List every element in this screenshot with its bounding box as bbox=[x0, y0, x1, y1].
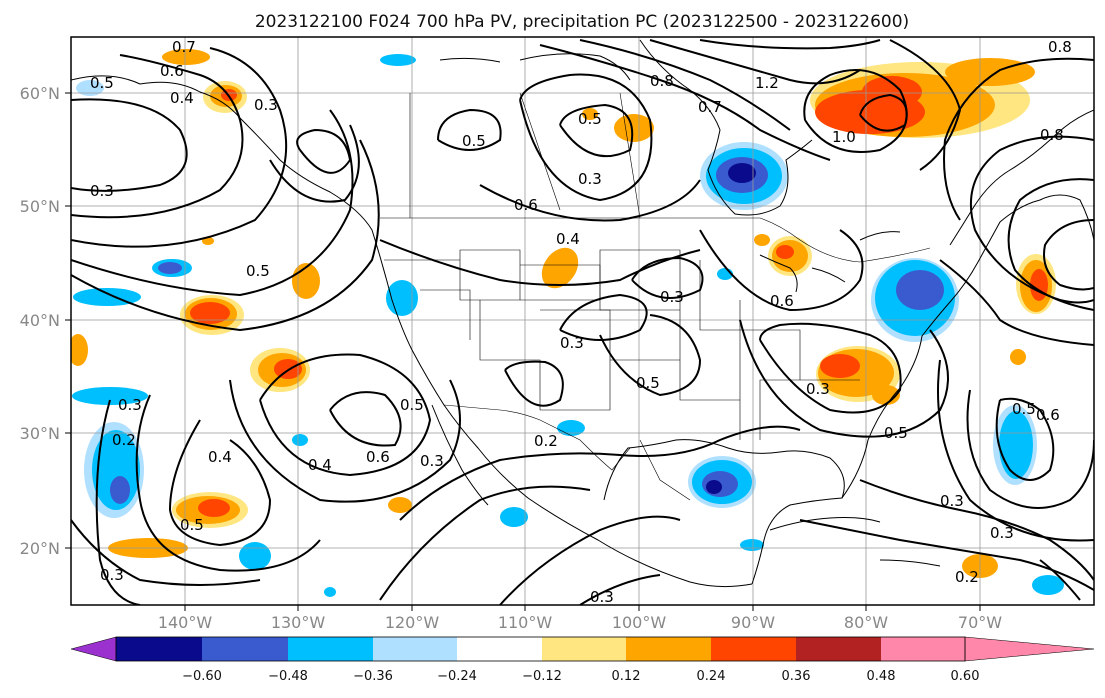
colorbar-segment bbox=[881, 637, 965, 661]
colorbar-segment bbox=[964, 636, 1095, 662]
contour-label: 0.3 bbox=[590, 588, 614, 606]
contour-label: 0.5 bbox=[90, 74, 114, 92]
lat-label: 30°N bbox=[20, 424, 60, 443]
borders bbox=[380, 92, 931, 501]
lon-label: 120°W bbox=[385, 613, 440, 632]
colorbar-segment bbox=[288, 637, 373, 661]
contour-label: 0.8 bbox=[650, 72, 674, 90]
colorbar-tick-label: 0.60 bbox=[951, 669, 980, 684]
graticule bbox=[71, 37, 1094, 605]
colorbar-segment bbox=[116, 637, 202, 661]
lat-label: 60°N bbox=[20, 84, 60, 103]
contour-label: 0.8 bbox=[1040, 126, 1064, 144]
contour-label: 1.2 bbox=[755, 74, 779, 92]
lon-label: 80°W bbox=[844, 613, 888, 632]
figure-title: 2023122100 F024 700 hPa PV, precipitatio… bbox=[255, 12, 909, 32]
lon-label: 70°W bbox=[958, 613, 1002, 632]
contour-label: 0.6 bbox=[366, 448, 390, 466]
contour-label: 0.5 bbox=[1012, 400, 1036, 418]
contour-label: 1.0 bbox=[832, 128, 856, 146]
colorbar-segment bbox=[202, 637, 288, 661]
colorbar-tick-label: −0.24 bbox=[437, 669, 477, 684]
contour-label: 0.5 bbox=[578, 110, 602, 128]
contour-label: 0.4 bbox=[308, 456, 332, 474]
colorbar-tick-label: 0.24 bbox=[697, 669, 726, 684]
contour-label: 0.7 bbox=[698, 98, 722, 116]
contour-label: 0.4 bbox=[208, 448, 232, 466]
contour-label: 0.5 bbox=[884, 424, 908, 442]
coastlines bbox=[71, 39, 1094, 588]
longitude-labels: 140°W 130°W 120°W 110°W 100°W 90°W 80°W … bbox=[158, 613, 1002, 632]
contour-label: 0.3 bbox=[990, 524, 1014, 542]
contour-label: 0.3 bbox=[578, 170, 602, 188]
contour-label: 0.6 bbox=[770, 292, 794, 310]
contour-label: 0.6 bbox=[160, 62, 184, 80]
contour-label: 0.2 bbox=[534, 432, 558, 450]
colorbar: −0.60 −0.48 −0.36 −0.24 −0.12 0.12 0.24 … bbox=[70, 636, 1095, 684]
contour-label: 0.5 bbox=[462, 132, 486, 150]
colorbar-segment bbox=[373, 637, 457, 661]
lat-label: 40°N bbox=[20, 311, 60, 330]
colorbar-segment bbox=[796, 637, 881, 661]
lat-label: 50°N bbox=[20, 197, 60, 216]
lat-label: 20°N bbox=[20, 539, 60, 558]
contour-labels: 0.7 0.6 0.5 0.4 0.3 0.3 0.5 0.8 0.8 1.2 … bbox=[90, 38, 1072, 606]
colorbar-tick-label: −0.12 bbox=[522, 669, 562, 684]
latitude-labels: 60°N 50°N 40°N 30°N 20°N bbox=[20, 84, 60, 558]
contour-label: 0.3 bbox=[806, 380, 830, 398]
contour-label: 0.2 bbox=[112, 431, 136, 449]
contour-label: 0.6 bbox=[514, 196, 538, 214]
colorbar-tick-label: 0.12 bbox=[612, 669, 641, 684]
lon-label: 90°W bbox=[731, 613, 775, 632]
map-frame bbox=[70, 36, 1095, 606]
contour-label: 0.2 bbox=[955, 568, 979, 586]
contour-label: 0.5 bbox=[636, 374, 660, 392]
contour-label: 0.3 bbox=[940, 492, 964, 510]
colorbar-tick-label: −0.36 bbox=[353, 669, 393, 684]
lon-label: 130°W bbox=[271, 613, 326, 632]
colorbar-segment bbox=[542, 637, 626, 661]
contour-label: 0.5 bbox=[180, 516, 204, 534]
lon-label: 110°W bbox=[498, 613, 553, 632]
axis-ticks bbox=[65, 92, 981, 611]
map-area: 0.7 0.6 0.5 0.4 0.3 0.3 0.5 0.8 0.8 1.2 … bbox=[71, 37, 1094, 606]
contour-label: 0.4 bbox=[556, 230, 580, 248]
contour-label: 0.3 bbox=[90, 182, 114, 200]
colorbar-segment bbox=[457, 637, 542, 661]
pv-contours bbox=[71, 39, 1094, 605]
contour-label: 0.4 bbox=[170, 89, 194, 107]
colorbar-segment bbox=[711, 637, 796, 661]
contour-label: 0.5 bbox=[246, 262, 270, 280]
contour-label: 0.3 bbox=[560, 334, 584, 352]
contour-label: 0.3 bbox=[420, 452, 444, 470]
contour-label: 0.3 bbox=[100, 566, 124, 584]
colorbar-tick-label: 0.36 bbox=[782, 669, 811, 684]
lon-label: 140°W bbox=[158, 613, 213, 632]
colorbar-tick-label: 0.48 bbox=[867, 669, 896, 684]
contour-label: 0.3 bbox=[118, 396, 142, 414]
colorbar-tick-label: −0.60 bbox=[182, 669, 222, 684]
contour-label: 0.7 bbox=[172, 38, 196, 56]
contour-label: 0.8 bbox=[1048, 38, 1072, 56]
contour-label: 0.3 bbox=[254, 96, 278, 114]
contour-label: 0.5 bbox=[400, 396, 424, 414]
contour-label: 0.6 bbox=[1036, 406, 1060, 424]
colorbar-segment bbox=[626, 637, 711, 661]
colorbar-tick-label: −0.48 bbox=[268, 669, 308, 684]
lon-label: 100°W bbox=[612, 613, 667, 632]
colorbar-segment bbox=[70, 636, 117, 662]
contour-label: 0.3 bbox=[660, 288, 684, 306]
